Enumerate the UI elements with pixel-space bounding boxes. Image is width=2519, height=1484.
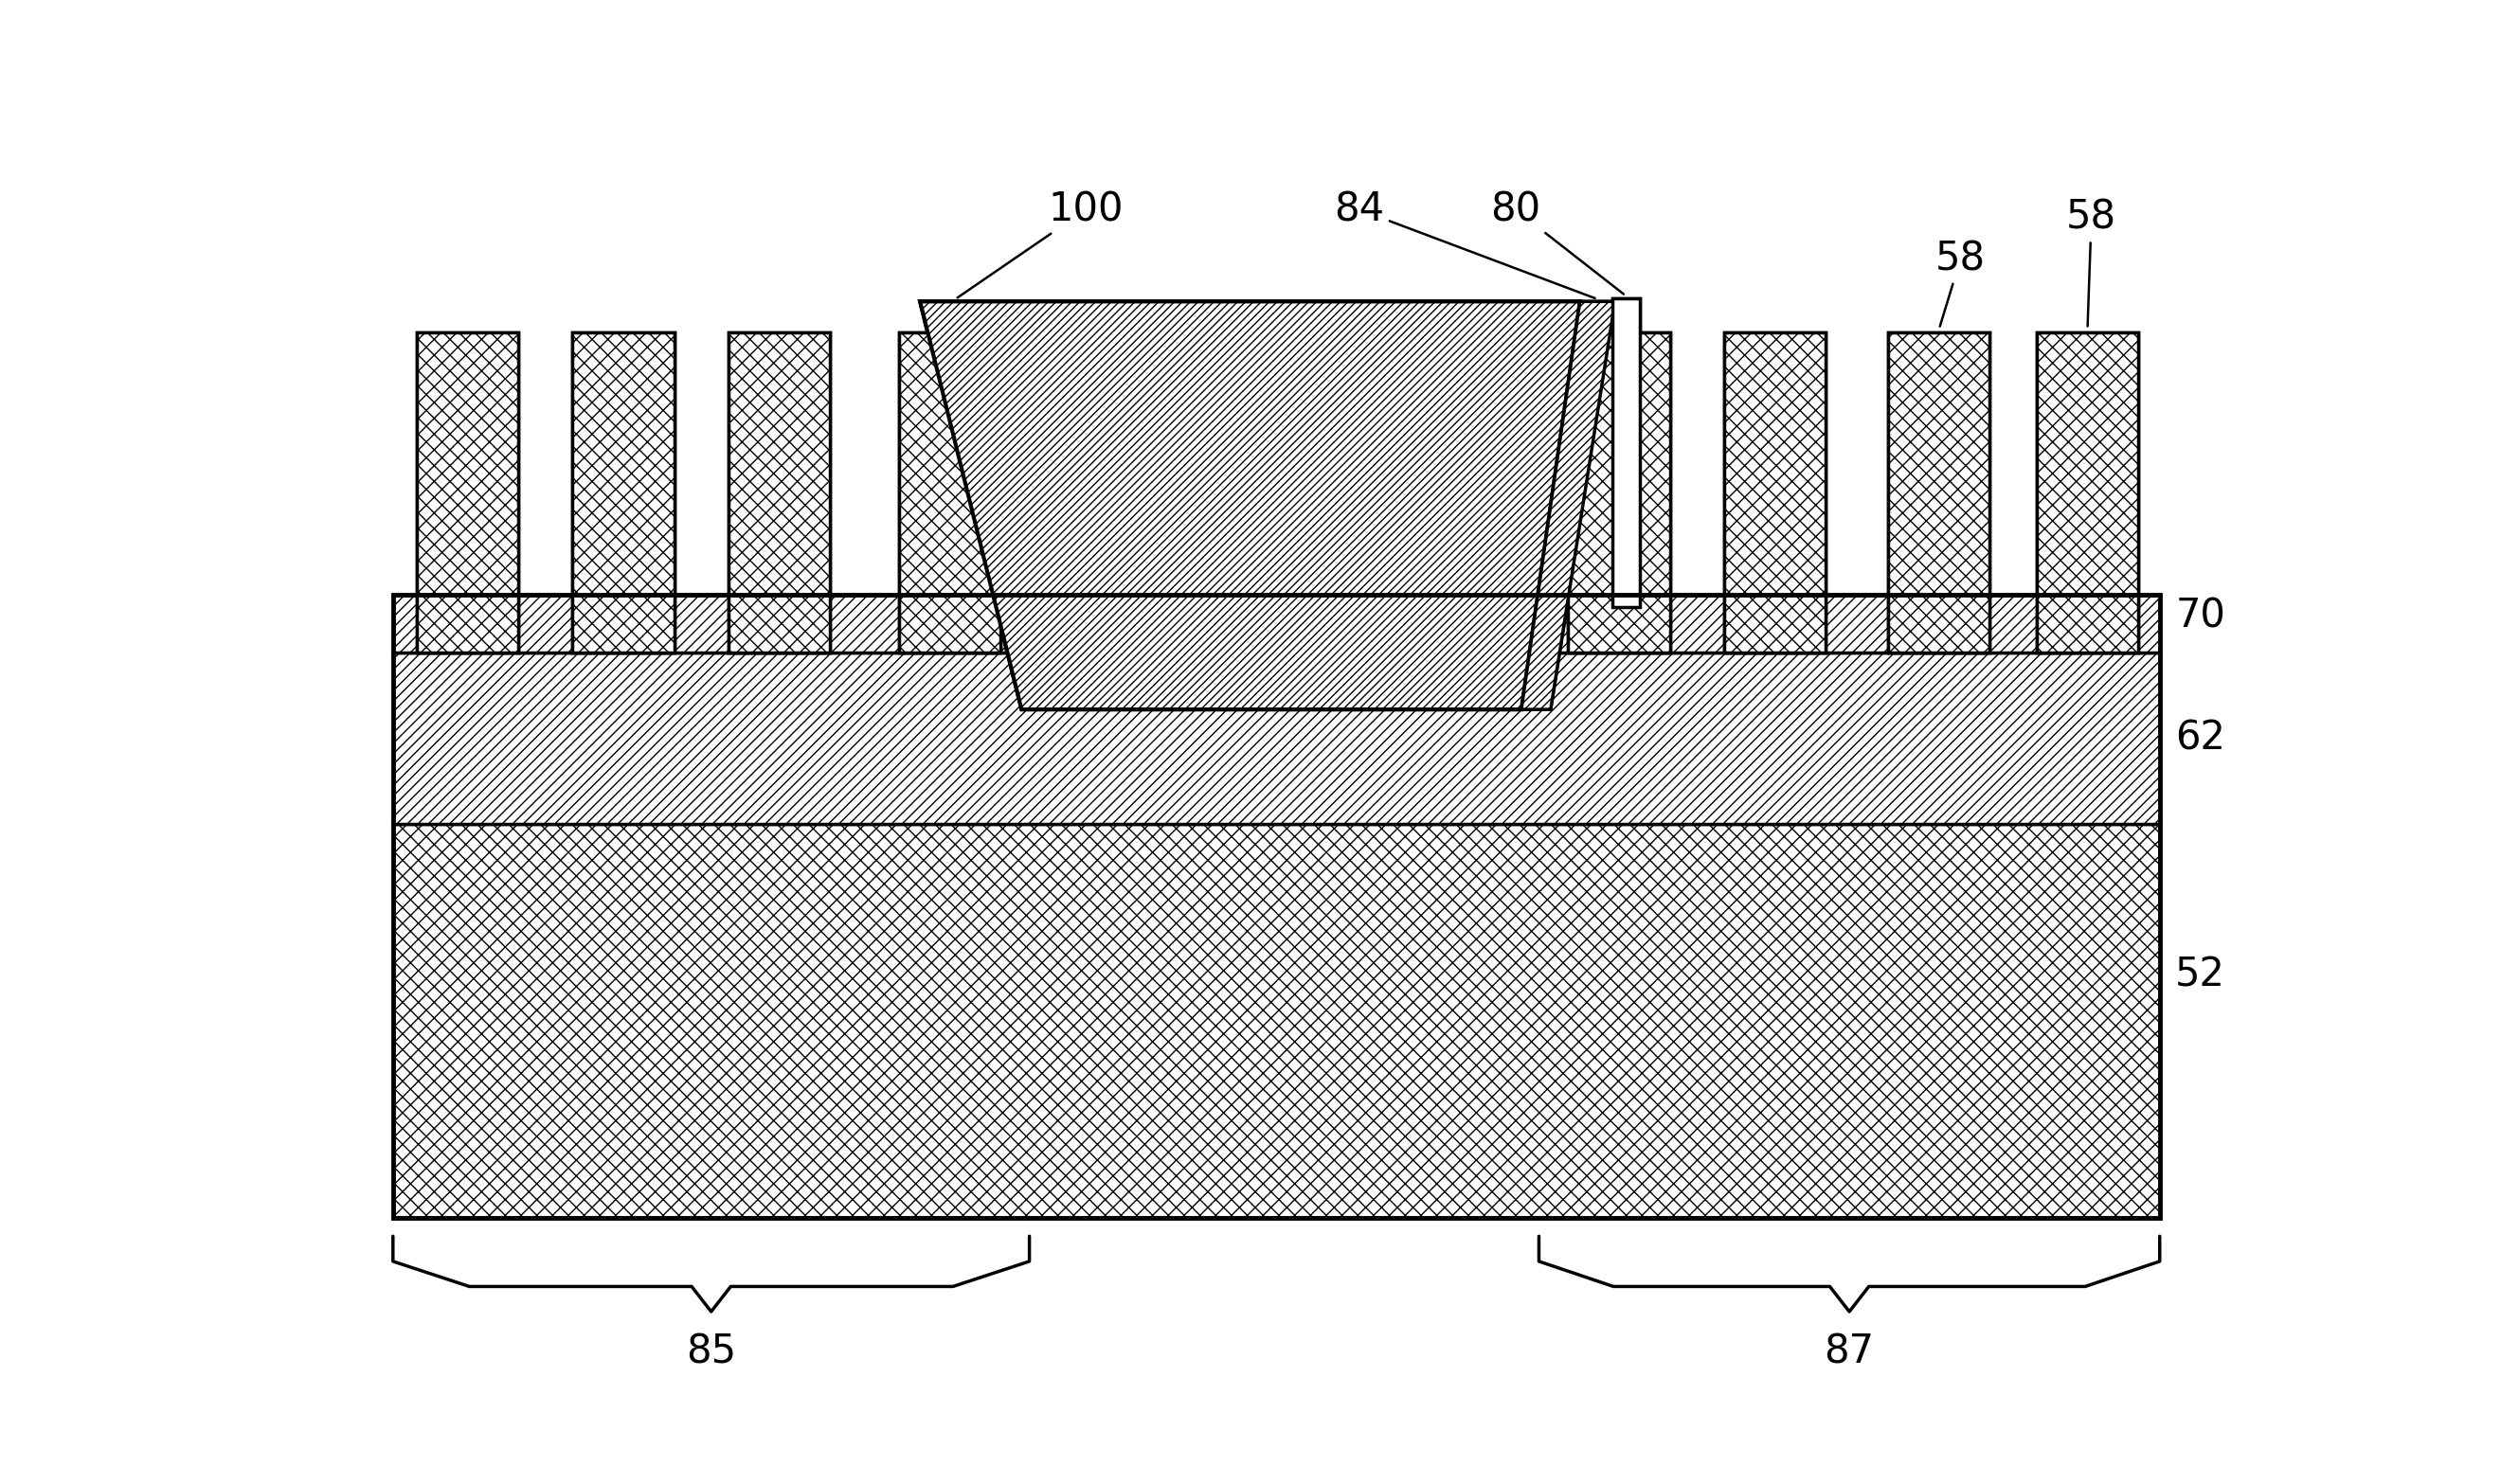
Text: 62: 62 <box>2176 718 2224 758</box>
Polygon shape <box>899 332 1000 653</box>
Polygon shape <box>1569 332 1670 653</box>
Polygon shape <box>919 301 1579 709</box>
Polygon shape <box>1726 332 1826 653</box>
Polygon shape <box>1612 298 1640 607</box>
Polygon shape <box>728 332 831 653</box>
Text: 85: 85 <box>685 1331 736 1371</box>
Polygon shape <box>1569 332 1670 653</box>
Polygon shape <box>1521 301 1615 709</box>
Polygon shape <box>1889 332 1990 653</box>
Polygon shape <box>572 332 675 653</box>
Polygon shape <box>728 332 831 653</box>
Polygon shape <box>393 595 1013 653</box>
Polygon shape <box>416 332 519 653</box>
Polygon shape <box>416 332 519 653</box>
Polygon shape <box>899 332 1000 653</box>
Polygon shape <box>393 824 2159 1218</box>
Text: 70: 70 <box>2176 597 2224 635</box>
Text: 100: 100 <box>957 190 1123 298</box>
Polygon shape <box>572 332 675 653</box>
Polygon shape <box>1612 298 1640 607</box>
Polygon shape <box>919 301 1579 709</box>
Text: 87: 87 <box>1824 1331 1874 1371</box>
Polygon shape <box>1521 301 1615 709</box>
Text: 84: 84 <box>1335 190 1595 298</box>
Text: 80: 80 <box>1491 190 1625 294</box>
Text: 58: 58 <box>2066 197 2116 326</box>
Polygon shape <box>2038 332 2139 653</box>
Polygon shape <box>1889 332 1990 653</box>
Polygon shape <box>1532 595 2159 653</box>
Polygon shape <box>2038 332 2139 653</box>
Text: 52: 52 <box>2176 956 2224 994</box>
Text: 58: 58 <box>1935 239 1985 326</box>
Polygon shape <box>393 653 2159 824</box>
Polygon shape <box>1726 332 1826 653</box>
